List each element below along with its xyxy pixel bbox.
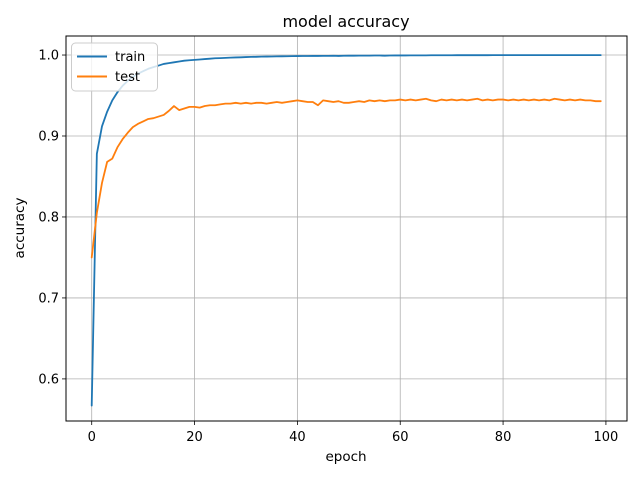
- series-line-test: [90, 97, 602, 259]
- x-tick-label: 0: [88, 430, 96, 445]
- series-line-train: [90, 54, 602, 407]
- legend-label-test: test: [115, 70, 140, 85]
- x-tick-label: 60: [392, 430, 409, 445]
- plot-area-border: [65, 35, 628, 422]
- y-tick-label: 1.0: [38, 49, 59, 64]
- x-tick-label: 80: [495, 430, 512, 445]
- y-tick-label: 0.8: [38, 210, 59, 225]
- legend: train test: [71, 42, 158, 92]
- legend-box: [71, 42, 158, 92]
- x-tick-label: 100: [594, 430, 619, 445]
- y-tick-label: 0.7: [38, 291, 59, 306]
- chart-title: model accuracy: [282, 12, 409, 31]
- y-tick-label: 0.6: [38, 372, 59, 387]
- grid-layer: [66, 36, 627, 421]
- x-tick-label: 40: [289, 430, 306, 445]
- y-axis-label: accuracy: [12, 198, 28, 259]
- x-tick-label: 20: [186, 430, 203, 445]
- tick-layer: 0 20 40 60 80 100 0.6 0.7 0.8 0.9 1.0: [38, 49, 618, 445]
- legend-label-train: train: [115, 50, 145, 65]
- x-axis-label: epoch: [325, 449, 366, 465]
- series-layer: [90, 54, 602, 407]
- y-tick-label: 0.9: [38, 129, 59, 144]
